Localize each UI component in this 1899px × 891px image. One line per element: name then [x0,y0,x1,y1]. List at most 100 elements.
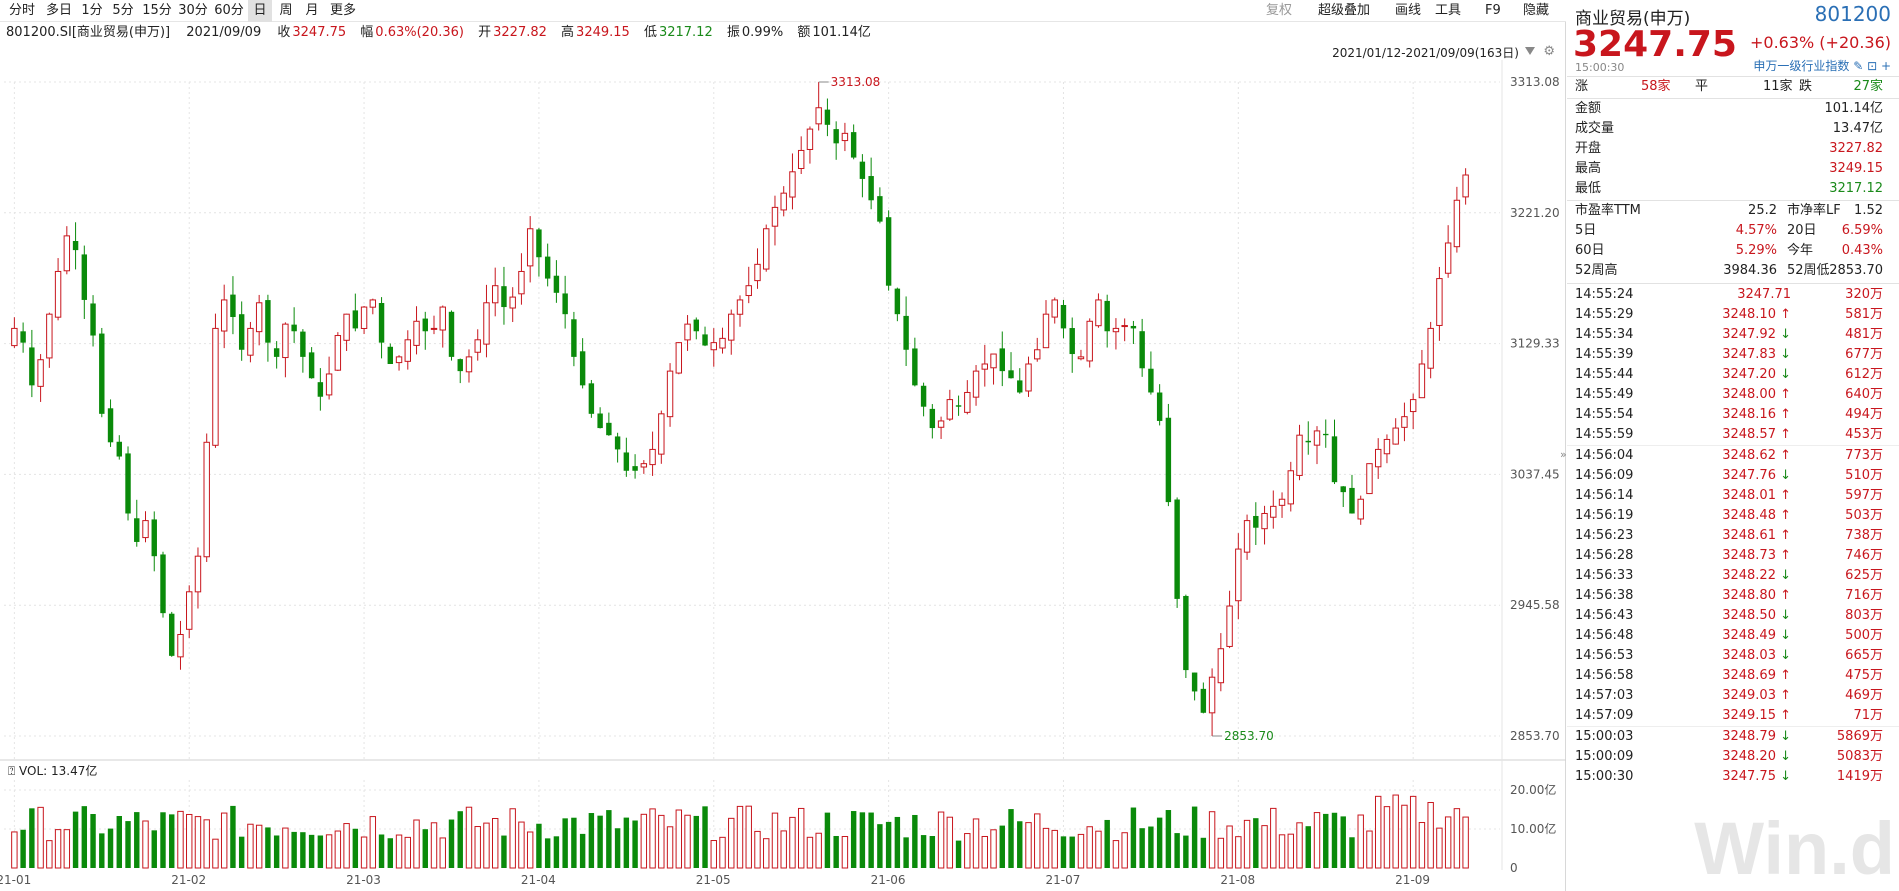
candle-body [177,633,184,658]
price-change: +0.63% (+20.36) [1749,33,1891,52]
candle-body [1305,440,1311,443]
volume-bar [1366,830,1373,869]
gear-icon[interactable]: ⚙ [1543,44,1555,59]
volume-bar [404,836,411,869]
volume-bar [1392,794,1399,869]
candle-body [1383,438,1391,455]
y-tick-label: 2945.58 [1510,598,1560,612]
market-breadth: 涨 58家平 11家跌 27家 [1575,79,1883,94]
volume-bar [1077,833,1085,869]
candle-body [20,331,26,343]
candle-body [518,270,525,295]
volume-bar [483,822,490,869]
ratio-row-2: 60日 5.29% 今年 0.43% [1575,243,1883,258]
volume-bar [465,806,473,869]
volume-bar [1017,821,1023,868]
volume-bar [1174,833,1180,868]
candle-body [1183,595,1189,671]
volume-bar [212,838,219,869]
volume-bar [702,806,708,868]
period-tab-8[interactable]: 周 [279,3,293,18]
tick-row-8: 14:56:04 3248.62 ↑ 773万 [1575,448,1883,463]
toolbar-right-item-3[interactable]: 工具 [1435,3,1462,18]
volume-bar [666,826,674,869]
volume-bar [107,828,114,868]
volume-bar [230,805,236,868]
toolbar-right-item-1[interactable]: 超级叠加 [1318,3,1371,18]
tick-row-22: 15:00:03 3248.79 ↓ 5869万 [1575,729,1883,744]
toolbar-right-item-0[interactable]: 复权 [1266,3,1293,18]
toolbar-right-item-4[interactable]: F9 [1485,3,1501,18]
candle-body [212,327,219,446]
candle-body [1112,327,1120,333]
candle-body [693,319,699,332]
period-tab-2[interactable]: 1分 [81,3,103,18]
x-tick-label: 21-03 [346,873,381,887]
volume-bar [360,836,368,869]
period-tab-9[interactable]: 月 [305,3,319,18]
y-tick-label: 3313.08 [1510,75,1560,89]
period-tab-1[interactable]: 多日 [45,3,72,18]
candle-body [579,351,586,386]
volume-bar [1095,830,1102,869]
candle-body [1270,505,1277,518]
tick-row-23: 15:00:09 3248.20 ↓ 5083万 [1575,749,1883,764]
range-dropdown-icon[interactable] [1525,47,1535,55]
volume-bar [1165,810,1172,868]
candle-body [501,286,507,308]
candle-body [719,337,726,349]
candle-body [230,294,236,318]
period-tab-0[interactable]: 分时 [8,3,35,18]
candle-body [1086,320,1093,362]
volume-bar [553,836,560,868]
volume-bar [247,823,254,869]
candle-body [203,441,210,558]
candlestick-chart[interactable]: 3313.08 3221.20 3129.33 3037.45 2945.58 2853.… [0,0,1566,891]
candle-body [903,315,909,350]
expand-panel-icon[interactable]: » [1560,448,1567,461]
toolbar-right-item-2[interactable]: 画线 [1395,3,1422,18]
volume-bar [1253,818,1259,868]
period-tab-4[interactable]: 15分 [142,3,172,18]
candle-body [220,299,228,332]
volume-bar [334,830,342,869]
volume-bar [797,807,805,869]
candle-body [1357,498,1364,520]
candle-body [824,109,831,125]
tick-row-15: 14:56:38 3248.80 ↑ 716万 [1575,588,1883,603]
candle-body [606,422,612,436]
date-range-label: 2021/01/12-2021/09/09(163日) [1332,46,1519,60]
change-value: 0.63%(20.36) [375,25,464,40]
volume-bar [20,829,26,868]
candle-body [964,391,971,413]
divider [1567,726,1899,727]
tick-row-0: 14:55:24 3247.71 320万 [1575,287,1883,302]
candle-body [806,128,814,150]
tick-row-21: 14:57:09 3249.15 ↑ 71万 [1575,708,1883,723]
candle-body [1427,327,1434,369]
period-tab-7[interactable]: 日 [248,0,272,22]
x-tick-label: 21-05 [696,873,731,887]
candle-body [588,383,595,414]
candle-body [702,334,708,346]
candle-body [81,254,88,300]
volume-bar [885,821,892,868]
period-tab-10[interactable]: 更多 [329,3,356,18]
volume-bar [658,814,665,869]
volume-bar [37,806,44,869]
divider [1567,76,1899,77]
period-tab-3[interactable]: 5分 [112,3,134,18]
toolbar-right-item-5[interactable]: 隐藏 [1523,3,1550,18]
industry-link[interactable]: 申万一级行业指数 ✎ ⊡ + [1753,59,1891,73]
volume-bar [439,837,446,869]
candle-body [134,518,140,542]
panel-top [1567,0,1899,1]
candle-body [614,436,621,450]
volume-bar [1243,819,1251,869]
volume-label: ⍰ VOL: 13.47亿 [8,763,97,778]
tick-row-1: 14:55:29 3248.10 ↑ 581万 [1575,307,1883,322]
period-tab-6[interactable]: 60分 [214,3,244,18]
period-tab-5[interactable]: 30分 [178,3,208,18]
tick-row-18: 14:56:53 3248.03 ↓ 665万 [1575,648,1883,663]
volume-bar [877,824,883,868]
